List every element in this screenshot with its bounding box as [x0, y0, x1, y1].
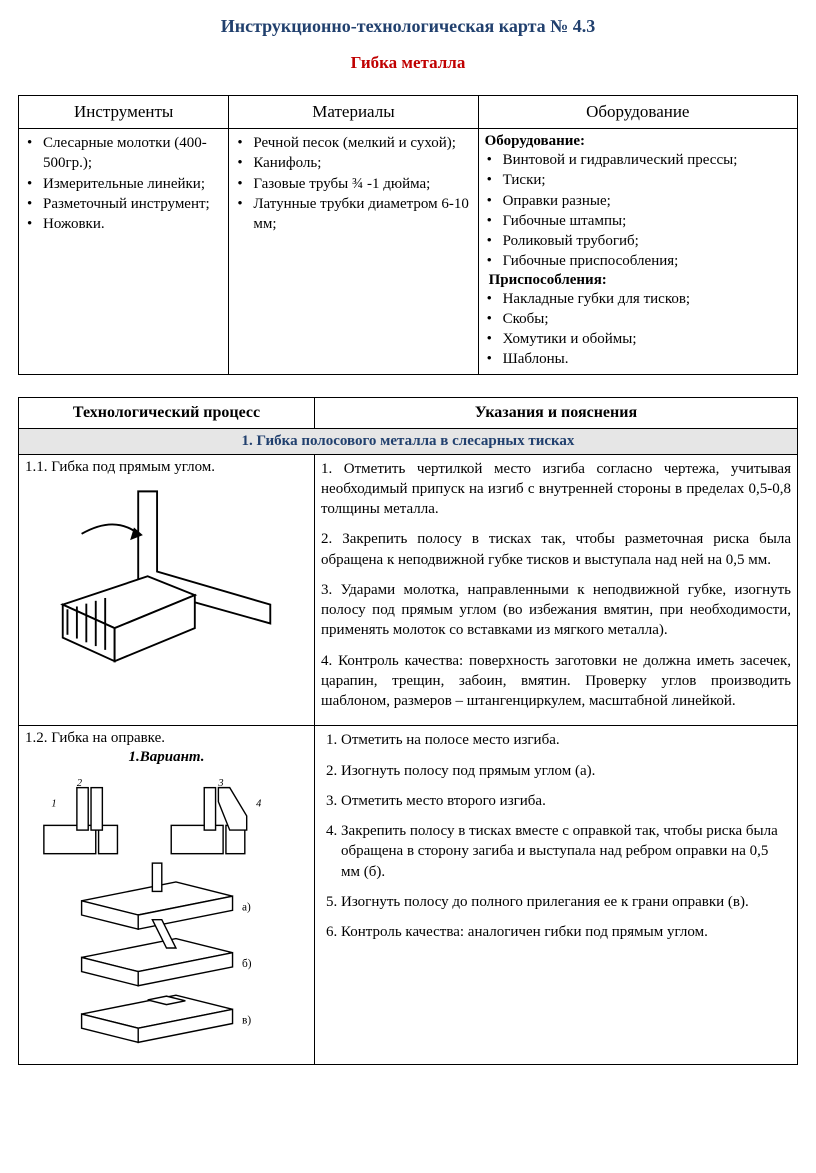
col-header-equipment: Оборудование — [478, 96, 797, 129]
resources-table: Инструменты Материалы Оборудование Слеса… — [18, 95, 798, 375]
cell-materials: Речной песок (мелкий и сухой); Канифоль;… — [229, 129, 478, 375]
list-item: Речной песок (мелкий и сухой); — [235, 133, 471, 153]
list-item: Оправки разные; — [485, 191, 791, 211]
list-item: Канифоль; — [235, 153, 471, 173]
list-item: Газовые трубы ¾ -1 дюйма; — [235, 174, 471, 194]
equip-heading: Оборудование: — [485, 133, 791, 150]
step-title: 1.2. Гибка на оправке. — [25, 730, 308, 747]
cell-equipment: Оборудование: Винтовой и гидравлический … — [478, 129, 797, 375]
col-header-notes: Указания и пояснения — [315, 397, 798, 428]
instruction-text: Изогнуть полосу до полного прилегания ее… — [341, 892, 791, 912]
instruction-text: Контроль качества: аналогичен гибки под … — [341, 922, 791, 942]
list-item: Гибочные приспособления; — [485, 251, 791, 271]
instruction-text: 3. Ударами молотка, направленными к непо… — [321, 580, 791, 641]
label-a: а) — [242, 902, 251, 914]
label-c: в) — [242, 1015, 251, 1027]
instruction-text: Изогнуть полосу под прямым углом (а). — [341, 761, 791, 781]
label-2: 2 — [77, 778, 82, 789]
col-header-materials: Материалы — [229, 96, 478, 129]
instruction-text: 2. Закрепить полосу в тисках так, чтобы … — [321, 529, 791, 570]
label-b: б) — [242, 958, 252, 970]
list-item: Тиски; — [485, 170, 791, 190]
list-item: Ножовки. — [25, 214, 222, 234]
instruction-text: 4. Контроль качества: поверхность загото… — [321, 651, 791, 712]
section-header: 1. Гибка полосового металла в слесарных … — [19, 428, 798, 454]
label-4: 4 — [256, 799, 261, 810]
instruction-text: 1. Отметить чертилкой место изгиба согла… — [321, 459, 791, 520]
col-header-process: Технологический процесс — [19, 397, 315, 428]
proc-1-1-left: 1.1. Гибка под прямым углом. — [19, 454, 315, 726]
label-1: 1 — [51, 799, 56, 810]
list-item: Слесарные молотки (400-500гр.); — [25, 133, 222, 174]
list-item: Латунные трубки диаметром 6-10 мм; — [235, 194, 471, 235]
variant-label: 1.Вариант. — [25, 749, 308, 766]
list-item: Хомутики и обоймы; — [485, 329, 791, 349]
list-item: Винтовой и гидравлический прессы; — [485, 150, 791, 170]
instruction-text: Отметить на полосе место изгиба. — [341, 730, 791, 750]
bending-illustration-1 — [25, 476, 308, 686]
instruction-text: Закрепить полосу в тисках вместе с оправ… — [341, 821, 791, 882]
fixtures-heading: Приспособления: — [485, 272, 791, 289]
list-item: Разметочный инструмент; — [25, 194, 222, 214]
list-item: Шаблоны. — [485, 349, 791, 369]
proc-1-2-left: 1.2. Гибка на оправке. 1.Вариант. 1 2 — [19, 726, 315, 1065]
process-table: Технологический процесс Указания и поясн… — [18, 397, 798, 1066]
cell-instruments: Слесарные молотки (400-500гр.); Измерите… — [19, 129, 229, 375]
list-item: Измерительные линейки; — [25, 174, 222, 194]
instruction-text: Отметить место второго изгиба. — [341, 791, 791, 811]
list-item: Накладные губки для тисков; — [485, 289, 791, 309]
proc-1-2-right: Отметить на полосе место изгиба. Изогнут… — [315, 726, 798, 1065]
list-item: Скобы; — [485, 309, 791, 329]
doc-title: Инструкционно-технологическая карта № 4.… — [18, 16, 798, 37]
doc-subtitle: Гибка металла — [18, 53, 798, 73]
step-title: 1.1. Гибка под прямым углом. — [25, 459, 308, 476]
col-header-instruments: Инструменты — [19, 96, 229, 129]
label-3: 3 — [217, 778, 223, 789]
proc-1-1-right: 1. Отметить чертилкой место изгиба согла… — [315, 454, 798, 726]
list-item: Роликовый трубогиб; — [485, 231, 791, 251]
bending-illustration-2: 1 2 3 4 — [25, 770, 308, 1060]
list-item: Гибочные штампы; — [485, 211, 791, 231]
